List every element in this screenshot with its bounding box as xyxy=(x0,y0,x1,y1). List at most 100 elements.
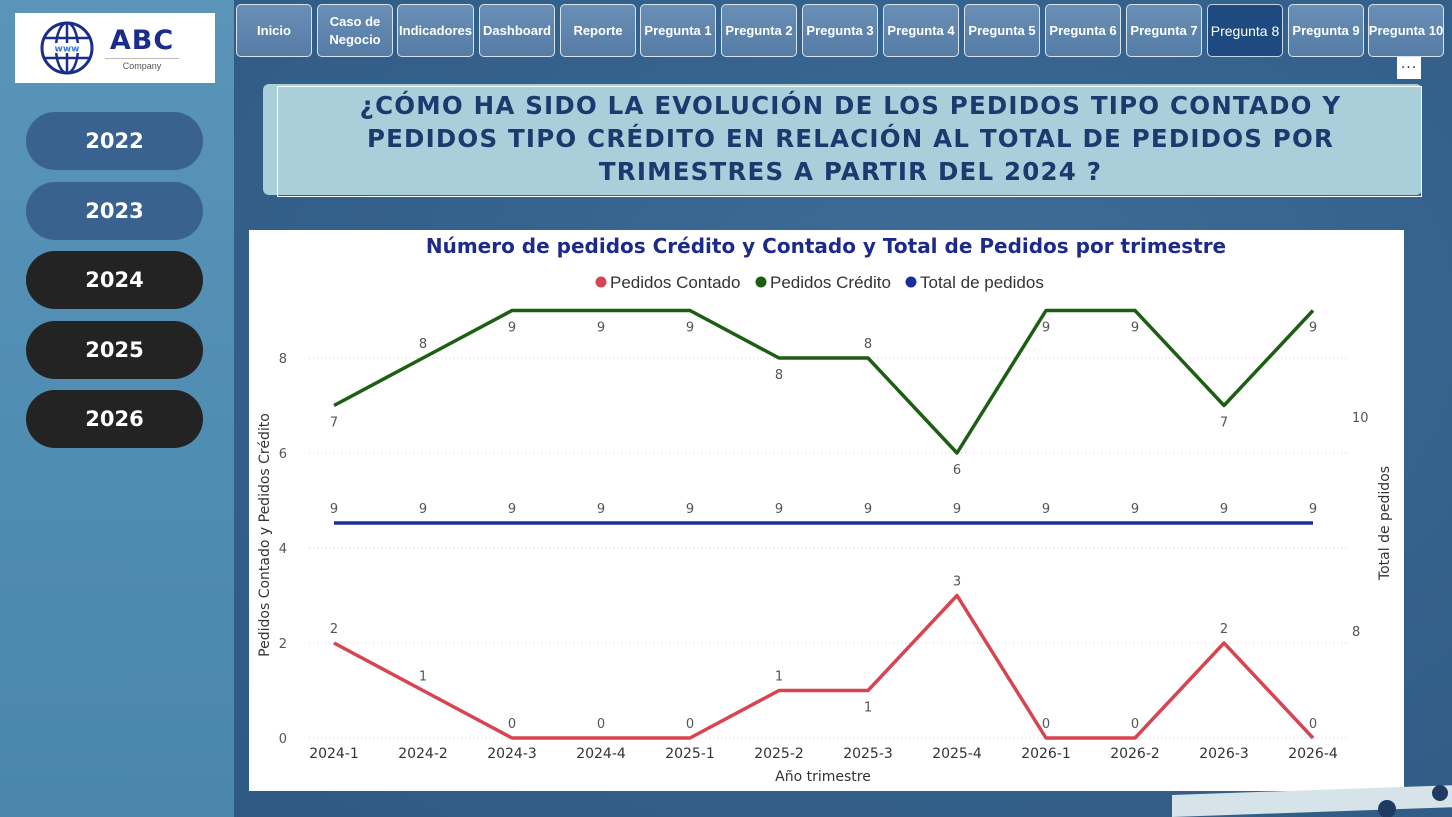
data-label-credito: 9 xyxy=(686,321,694,336)
x-tick-label: 2024-1 xyxy=(309,746,359,762)
year-button-2023[interactable]: 2023 xyxy=(26,182,203,240)
question-banner xyxy=(263,84,1422,195)
globe-www-icon: www xyxy=(40,21,94,75)
data-label-credito: 9 xyxy=(1042,321,1050,336)
x-tick-label: 2024-4 xyxy=(576,746,626,762)
data-label-contado: 0 xyxy=(686,717,694,732)
y-tick-label: 8 xyxy=(279,352,287,367)
data-label-total: 9 xyxy=(953,502,961,517)
legend-marker-total xyxy=(905,276,917,288)
x-tick-label: 2025-1 xyxy=(665,746,715,762)
x-tick-label: 2025-3 xyxy=(843,746,893,762)
y-tick-label: 6 xyxy=(279,447,287,462)
question-line-1: ¿CÓMO HA SIDO LA EVOLUCIÓN DE LOS PEDIDO… xyxy=(359,91,1342,120)
data-label-contado: 3 xyxy=(953,575,961,590)
year-button-2025[interactable]: 2025 xyxy=(26,321,203,379)
decorative-dot xyxy=(1378,800,1396,817)
logo-brand-sub: Company xyxy=(105,57,179,71)
more-options-button[interactable]: ··· xyxy=(1397,57,1421,79)
data-label-total: 9 xyxy=(1042,502,1050,517)
data-label-contado: 1 xyxy=(864,701,872,716)
data-label-contado: 1 xyxy=(419,670,427,685)
nav-button-pregunta-7[interactable]: Pregunta 7 xyxy=(1126,4,1202,57)
line-chart: Número de pedidos Crédito y Contado y To… xyxy=(257,234,1393,785)
nav-button-pregunta-8[interactable]: Pregunta 8 xyxy=(1207,4,1283,57)
svg-text:www: www xyxy=(55,45,80,55)
nav-button-dashboard[interactable]: Dashboard xyxy=(479,4,555,57)
data-label-credito: 9 xyxy=(508,321,516,336)
series-line-contado xyxy=(333,593,1315,740)
decorative-dot xyxy=(1432,785,1448,801)
x-tick-label: 2026-2 xyxy=(1110,746,1160,762)
x-tick-label: 2026-4 xyxy=(1288,746,1338,762)
question-title: ¿CÓMO HA SIDO LA EVOLUCIÓN DE LOS PEDIDO… xyxy=(283,89,1418,193)
legend-label-total: Total de pedidos xyxy=(920,273,1044,292)
nav-button-reporte[interactable]: Reporte xyxy=(560,4,636,57)
data-label-contado: 0 xyxy=(508,717,516,732)
legend-marker-contado xyxy=(595,276,607,288)
data-label-total: 9 xyxy=(1131,502,1139,517)
year-button-2022[interactable]: 2022 xyxy=(26,112,203,170)
data-label-total: 9 xyxy=(419,502,427,517)
x-tick-label: 2024-2 xyxy=(398,746,448,762)
y-right-tick-label: 8 xyxy=(1352,625,1360,640)
data-label-credito: 8 xyxy=(775,368,783,383)
data-label-contado: 1 xyxy=(775,670,783,685)
data-label-total: 9 xyxy=(1220,502,1228,517)
data-label-total: 9 xyxy=(508,502,516,517)
x-tick-label: 2026-3 xyxy=(1199,746,1249,762)
data-label-total: 9 xyxy=(775,502,783,517)
nav-button-pregunta-1[interactable]: Pregunta 1 xyxy=(640,4,716,57)
legend-label-credito: Pedidos Crédito xyxy=(770,273,891,292)
data-label-contado: 0 xyxy=(1131,717,1139,732)
year-button-2026[interactable]: 2026 xyxy=(26,390,203,448)
year-button-2024[interactable]: 2024 xyxy=(26,251,203,309)
data-label-contado: 0 xyxy=(1309,717,1317,732)
data-label-total: 9 xyxy=(597,502,605,517)
x-tick-label: 2024-3 xyxy=(487,746,537,762)
data-label-contado: 0 xyxy=(597,717,605,732)
y-axis-title: Pedidos Contado y Pedidos Crédito xyxy=(257,413,273,657)
question-line-3: TRIMESTRES A PARTIR DEL 2024 ? xyxy=(598,157,1103,186)
nav-button-caso-de-negocio[interactable]: Caso de Negocio xyxy=(317,4,393,57)
x-axis-title: Año trimestre xyxy=(775,769,871,785)
chart-card: Número de pedidos Crédito y Contado y To… xyxy=(249,230,1404,791)
data-label-total: 9 xyxy=(686,502,694,517)
data-label-contado: 2 xyxy=(1220,622,1228,637)
company-logo: www ABC Company xyxy=(15,13,215,83)
data-label-total: 9 xyxy=(1309,502,1317,517)
data-label-credito: 9 xyxy=(1309,321,1317,336)
logo-brand-name: ABC xyxy=(109,24,175,56)
series-line-credito xyxy=(333,308,1315,455)
data-label-contado: 2 xyxy=(330,622,338,637)
data-label-total: 9 xyxy=(330,502,338,517)
nav-button-inicio[interactable]: Inicio xyxy=(236,4,312,57)
data-label-contado: 0 xyxy=(1042,717,1050,732)
question-banner-border xyxy=(277,86,1422,197)
data-label-total: 9 xyxy=(864,502,872,517)
y-right-tick-label: 10 xyxy=(1352,411,1369,426)
data-label-credito: 7 xyxy=(330,416,338,431)
nav-button-pregunta-2[interactable]: Pregunta 2 xyxy=(721,4,797,57)
y-tick-label: 0 xyxy=(279,732,287,747)
nav-button-pregunta-10[interactable]: Pregunta 10 xyxy=(1368,4,1444,57)
nav-button-pregunta-6[interactable]: Pregunta 6 xyxy=(1045,4,1121,57)
legend-marker-credito xyxy=(755,276,767,288)
chart-title: Número de pedidos Crédito y Contado y To… xyxy=(426,234,1226,258)
y-right-axis-title: Total de pedidos xyxy=(1377,466,1393,581)
nav-button-pregunta-9[interactable]: Pregunta 9 xyxy=(1288,4,1364,57)
data-label-credito: 9 xyxy=(1131,321,1139,336)
nav-button-indicadores[interactable]: Indicadores xyxy=(397,4,474,57)
x-tick-label: 2026-1 xyxy=(1021,746,1071,762)
data-label-credito: 6 xyxy=(953,463,961,478)
question-line-2: PEDIDOS TIPO CRÉDITO EN RELACIÓN AL TOTA… xyxy=(366,124,1335,153)
data-label-credito: 8 xyxy=(419,337,427,352)
nav-button-pregunta-4[interactable]: Pregunta 4 xyxy=(883,4,959,57)
x-tick-label: 2025-4 xyxy=(932,746,982,762)
nav-button-pregunta-3[interactable]: Pregunta 3 xyxy=(802,4,878,57)
nav-button-pregunta-5[interactable]: Pregunta 5 xyxy=(964,4,1040,57)
x-tick-label: 2025-2 xyxy=(754,746,804,762)
data-label-credito: 8 xyxy=(864,337,872,352)
y-tick-label: 2 xyxy=(279,637,287,652)
data-label-credito: 7 xyxy=(1220,416,1228,431)
